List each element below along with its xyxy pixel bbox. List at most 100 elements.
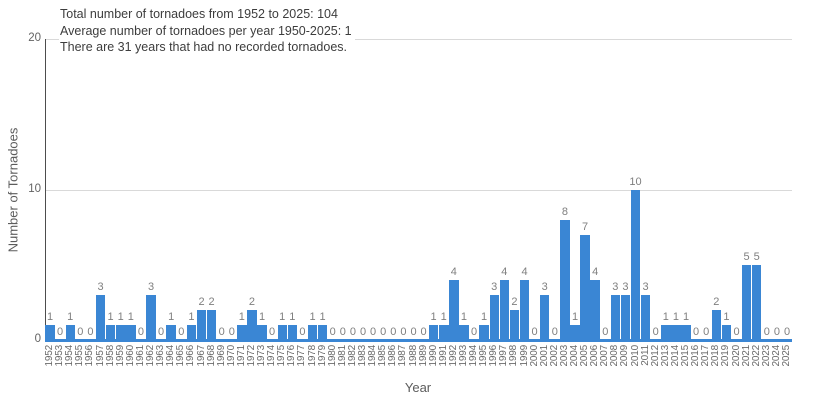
gridline-y-10 [45, 190, 792, 191]
value-label-1983: 0 [359, 326, 367, 338]
bar-2009 [620, 295, 631, 342]
value-label-1991: 1 [440, 311, 447, 323]
bar-1968 [206, 310, 217, 342]
bar-1991 [439, 325, 449, 342]
value-label-2017: 0 [703, 326, 710, 338]
bar-2011 [640, 295, 651, 342]
value-label-1955: 0 [77, 326, 84, 338]
bar-1960 [126, 325, 136, 342]
value-label-2011: 3 [642, 281, 649, 293]
value-label-1992: 4 [450, 266, 457, 278]
x-axis-line [45, 339, 792, 342]
bar-1992 [449, 280, 459, 342]
bar-1996 [489, 295, 499, 342]
y-tick-label-20: 20 [28, 32, 41, 44]
value-label-1960: 1 [127, 311, 134, 323]
bar-1999 [519, 280, 530, 342]
value-label-1957: 3 [97, 281, 104, 293]
y-axis-spine [45, 39, 46, 342]
bar-2021 [741, 265, 752, 342]
bar-1972 [247, 310, 257, 342]
value-label-1969: 0 [218, 326, 225, 338]
value-label-2024: 0 [773, 326, 780, 338]
bar-2022 [751, 265, 762, 342]
x-axis-title: Year [404, 380, 432, 395]
value-label-1958: 1 [107, 311, 114, 323]
value-label-2002: 0 [551, 326, 558, 338]
value-label-2008: 3 [612, 281, 619, 293]
value-label-2003: 8 [561, 206, 568, 218]
value-label-1959: 1 [117, 311, 124, 323]
bar-1975 [277, 325, 287, 342]
value-label-1971: 1 [238, 311, 245, 323]
value-label-1956: 0 [87, 326, 94, 338]
bar-1966 [186, 325, 197, 342]
value-label-1965: 0 [178, 326, 185, 338]
bar-2010 [630, 190, 641, 342]
value-label-1964: 1 [168, 311, 175, 323]
bar-2014 [671, 325, 681, 342]
value-label-2000: 0 [531, 326, 538, 338]
value-label-2019: 1 [723, 311, 730, 323]
bar-1997 [499, 280, 510, 342]
value-label-2009: 3 [622, 281, 629, 293]
annotation-line-average: Average number of tornadoes per year 195… [60, 23, 352, 38]
x-tick-label-2025: 2025 [781, 345, 792, 367]
bar-1952 [45, 325, 55, 342]
value-label-1990: 1 [430, 311, 437, 323]
value-label-1999: 4 [521, 266, 528, 278]
bar-2006 [590, 280, 600, 342]
annotation-line-zero-years: There are 31 years that had no recorded … [60, 40, 347, 54]
value-label-2014: 1 [672, 311, 679, 323]
bar-1958 [105, 325, 116, 342]
value-label-2013: 1 [662, 311, 669, 323]
value-label-1952: 1 [46, 311, 54, 323]
annotation-line-total: Total number of tornadoes from 1952 to 2… [60, 7, 338, 21]
value-label-2021: 5 [743, 251, 750, 263]
bar-2008 [610, 295, 621, 342]
value-label-1997: 4 [501, 266, 508, 278]
bar-1962 [146, 295, 156, 342]
y-tick-label-0: 0 [34, 333, 41, 345]
value-label-1993: 1 [460, 311, 467, 323]
value-label-1953: 0 [57, 326, 64, 338]
value-label-1972: 2 [248, 296, 255, 308]
value-label-1979: 1 [319, 311, 326, 323]
value-label-1968: 2 [208, 296, 215, 308]
bar-1971 [237, 325, 247, 342]
value-label-2015: 1 [682, 311, 690, 323]
value-label-2023: 0 [763, 326, 770, 338]
value-label-1994: 0 [470, 326, 478, 338]
bar-1979 [317, 325, 328, 342]
bar-2018 [711, 310, 721, 342]
value-label-2010: 10 [629, 176, 642, 188]
value-label-2004: 1 [571, 311, 579, 323]
value-label-1970: 0 [228, 326, 235, 338]
gridline-y-20 [45, 39, 792, 40]
bar-1993 [459, 325, 469, 342]
bar-2015 [681, 325, 691, 342]
bar-1959 [116, 325, 126, 342]
bar-1995 [479, 325, 489, 342]
value-label-2018: 2 [713, 296, 720, 308]
value-label-1966: 1 [188, 311, 195, 323]
bar-2003 [560, 220, 570, 342]
value-label-2022: 5 [753, 251, 760, 263]
bar-1967 [196, 310, 207, 342]
bar-1964 [166, 325, 176, 342]
value-label-1967: 2 [198, 296, 205, 308]
bar-1978 [307, 325, 318, 342]
bar-1990 [428, 325, 439, 342]
value-label-1998: 2 [511, 296, 518, 308]
bar-1998 [509, 310, 520, 342]
value-label-1989: 0 [420, 326, 427, 338]
value-label-1961: 0 [137, 326, 144, 338]
value-label-1974: 0 [269, 326, 276, 338]
y-axis-title: Number of Tornadoes [5, 127, 21, 253]
value-label-1985: 0 [380, 326, 387, 338]
value-label-1995: 1 [481, 311, 488, 323]
chart-annotation: Total number of tornadoes from 1952 to 2… [59, 5, 355, 57]
value-label-1976: 1 [289, 311, 296, 323]
y-tick-label-10: 10 [28, 183, 41, 195]
